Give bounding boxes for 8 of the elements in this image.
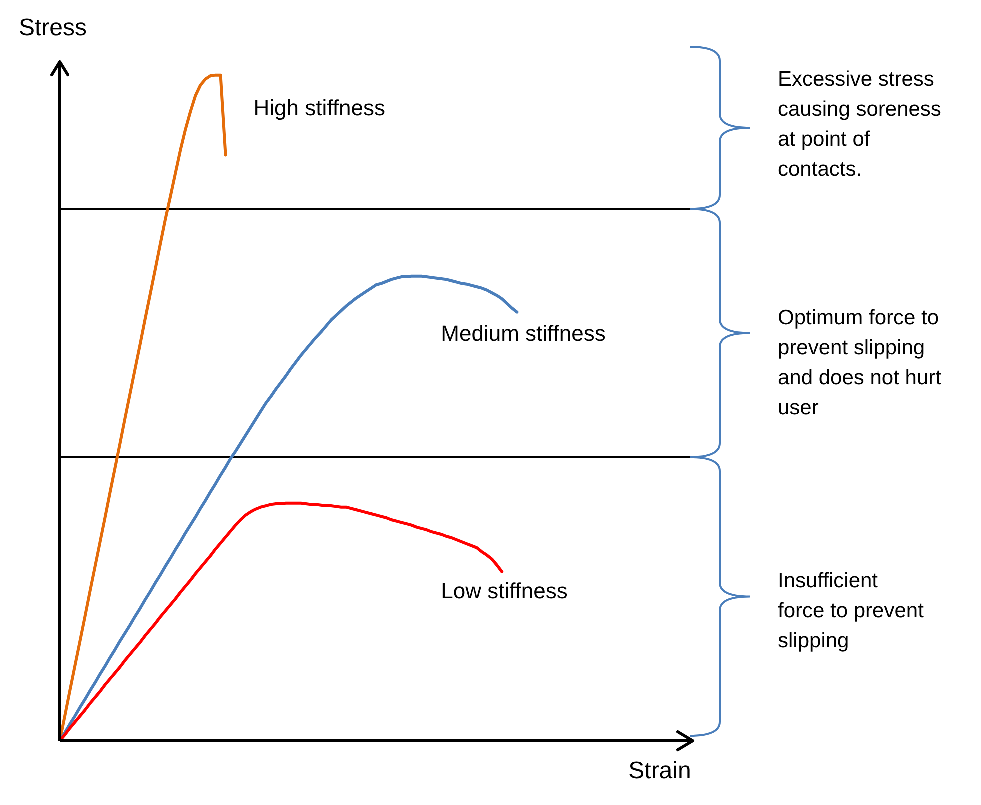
y-axis-title: Stress [18,14,88,42]
series-label: Medium stiffness [441,320,606,346]
x-axis-title: Strain [628,758,692,784]
series-label: High stiffness [254,96,386,121]
series-label: Low stiffness [441,578,568,604]
text: Optimum force to prevent slipping and does not hurt user [778,306,942,419]
text: Excessive stress causing soreness at point of contacts. [778,68,942,181]
text: Insufficient force to prevent slipping [778,569,924,652]
